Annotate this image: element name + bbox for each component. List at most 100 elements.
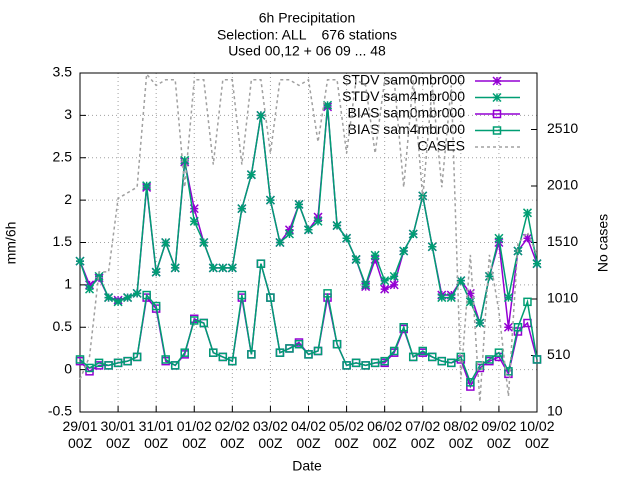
marker: [104, 361, 113, 370]
marker: [437, 356, 447, 366]
marker: [189, 216, 199, 226]
marker: [161, 355, 170, 364]
marker: [237, 204, 247, 214]
y-tick-label: 1: [64, 276, 72, 292]
marker: [361, 361, 370, 370]
marker: [437, 293, 447, 303]
marker: [142, 290, 151, 300]
marker: [513, 323, 523, 332]
x-tick-label: 31/01 00Z: [138, 418, 174, 451]
marker: [199, 237, 209, 248]
marker: [189, 204, 199, 214]
marker: [151, 301, 161, 311]
marker: [123, 356, 132, 366]
legend-label: BIAS sam4mbr000: [348, 121, 466, 137]
marker: [199, 318, 209, 328]
x-tick-label: 02/02 00Z: [214, 418, 250, 451]
marker: [323, 289, 332, 298]
chart-title: 6h Precipitation: [259, 10, 356, 26]
marker: [351, 254, 361, 264]
marker: [532, 259, 542, 269]
marker: [94, 358, 104, 368]
y-tick-label: 0: [64, 360, 72, 376]
marker: [370, 358, 380, 368]
marker: [132, 352, 142, 362]
marker: [303, 225, 314, 235]
marker: [389, 271, 399, 281]
marker: [494, 348, 504, 357]
series-line: [79, 263, 538, 385]
marker: [132, 288, 142, 298]
y2-tick-label: 2510: [547, 120, 578, 136]
chart-subtitle: Used 00,12 + 06 09 ... 48: [228, 43, 386, 59]
marker: [284, 225, 294, 235]
marker: [427, 242, 437, 252]
y2-tick-label: 1510: [547, 233, 578, 249]
marker: [532, 355, 542, 364]
marker: [170, 263, 180, 273]
legend-label: STDV sam4mbr000: [342, 88, 465, 104]
x-tick-label: 03/02 00Z: [252, 418, 288, 451]
y-tick-label: 2.5: [53, 148, 73, 164]
marker: [209, 348, 218, 357]
x-tick-label: 05/02 00Z: [329, 418, 365, 451]
marker: [418, 346, 427, 356]
marker: [180, 348, 189, 357]
x-axis-label: Date: [292, 458, 322, 474]
y-tick-label: 2: [64, 191, 72, 207]
marker: [484, 271, 494, 281]
marker: [389, 346, 399, 356]
x-tick-label: 07/02 00Z: [405, 418, 441, 451]
marker: [256, 259, 266, 268]
y-tick-label: -0.5: [48, 403, 72, 419]
x-tick-label: 01/02 00Z: [176, 418, 212, 451]
marker: [275, 237, 285, 248]
marker: [465, 297, 475, 307]
marker: [332, 221, 342, 231]
series-line: [79, 72, 538, 402]
marker: [246, 170, 256, 180]
marker: [456, 276, 466, 286]
y2-tick-label: 2010: [547, 177, 578, 193]
marker: [313, 346, 323, 356]
marker: [304, 350, 313, 359]
marker: [323, 100, 333, 110]
marker: [351, 358, 361, 368]
marker: [380, 276, 390, 286]
marker: [218, 263, 228, 273]
marker: [492, 126, 502, 135]
y-tick-label: 1.5: [53, 233, 73, 249]
x-tick-label: 29/01 00Z: [62, 418, 98, 451]
marker: [104, 293, 114, 303]
marker: [466, 378, 475, 387]
marker: [190, 316, 199, 325]
marker: [275, 348, 285, 357]
plot-frame: [79, 72, 538, 413]
legend-label: STDV sam0mbr000: [342, 72, 465, 88]
marker: [523, 297, 532, 307]
marker: [361, 280, 371, 290]
y2-axis-label: No cases: [595, 214, 611, 272]
marker: [180, 155, 190, 165]
y-tick-label: 3: [64, 106, 72, 122]
marker: [247, 350, 256, 359]
marker: [370, 250, 380, 260]
marker: [342, 361, 351, 370]
marker: [522, 233, 533, 243]
chart-subtitle: Selection: ALL 676 stations: [217, 27, 397, 43]
marker: [265, 195, 275, 205]
marker: [399, 246, 409, 256]
marker: [313, 216, 323, 226]
marker: [342, 233, 352, 243]
marker: [446, 293, 456, 303]
x-tick-label: 08/02 00Z: [443, 418, 479, 451]
marker: [492, 76, 502, 86]
marker: [522, 208, 533, 218]
marker: [504, 367, 513, 376]
marker: [332, 339, 342, 349]
marker: [161, 237, 171, 248]
marker: [84, 280, 95, 290]
marker: [218, 352, 228, 362]
